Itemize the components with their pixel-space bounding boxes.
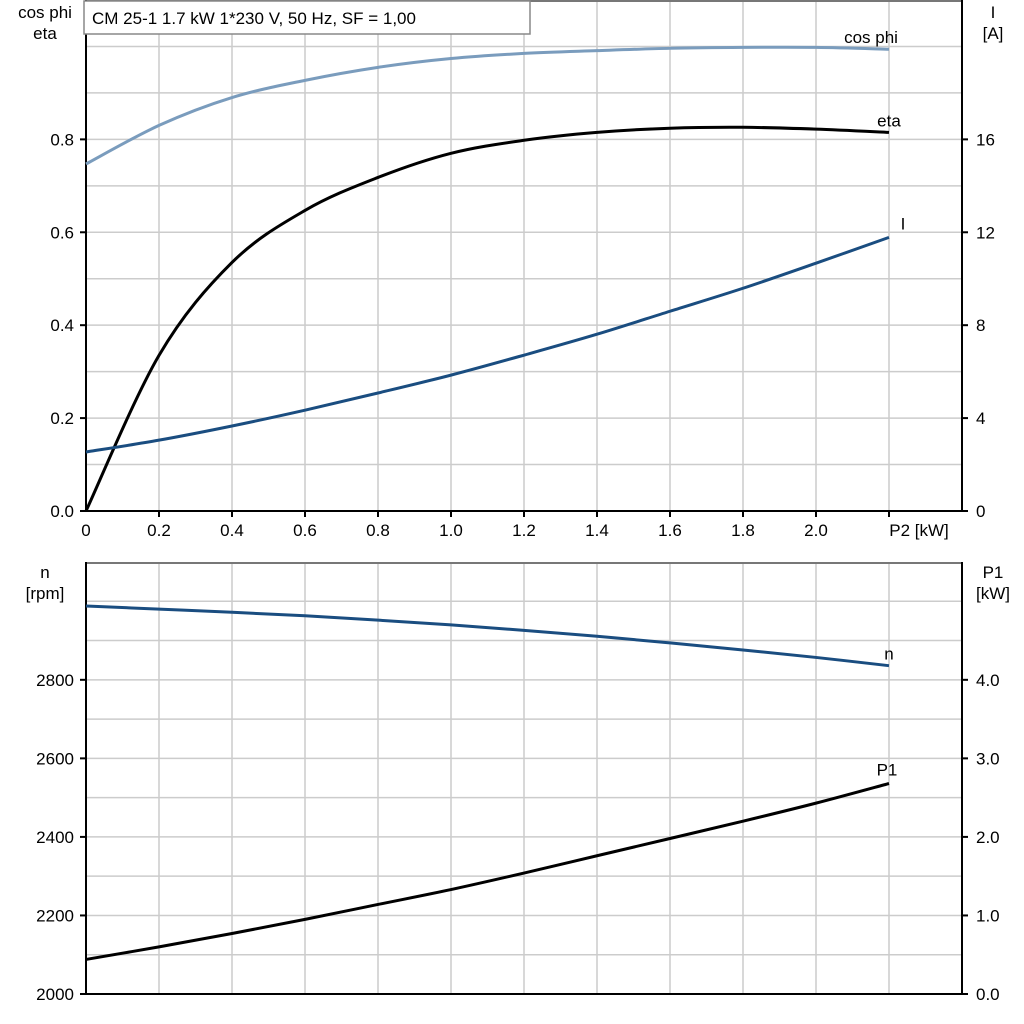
y-tick-label-left: 2600 [36, 749, 74, 768]
x-tick-label: 1.6 [658, 521, 682, 540]
y-tick-label-left: 0.2 [50, 409, 74, 428]
x-tick-label: 0.6 [293, 521, 317, 540]
x-tick-label: 1.8 [731, 521, 755, 540]
y-tick-label-left: 2200 [36, 906, 74, 925]
y-axis-label-left: eta [33, 24, 57, 43]
y-tick-label-right: 12 [976, 223, 995, 242]
title-box: CM 25-1 1.7 kW 1*230 V, 50 Hz, SF = 1,00 [83, 0, 531, 35]
y-tick-label-right: 3.0 [976, 749, 1000, 768]
y-tick-label-right: 4 [976, 409, 985, 428]
x-tick-label: 0 [81, 521, 90, 540]
x-tick-label: 0.4 [220, 521, 244, 540]
y-axis-label-right: [A] [983, 24, 1004, 43]
x-tick-label: 1.2 [512, 521, 536, 540]
series-line-cos-phi [85, 45, 890, 166]
y-tick-label-right: 16 [976, 130, 995, 149]
x-tick-label: 0.8 [366, 521, 390, 540]
series-line-i [85, 235, 890, 454]
x-tick-label: 2.0 [804, 521, 828, 540]
y-axis-label-right: P1 [983, 563, 1004, 582]
series-line-n [85, 604, 890, 668]
title-box-border [83, 0, 531, 35]
y-axis-label-left: n [40, 563, 49, 582]
y-tick-label-left: 2000 [36, 985, 74, 1004]
series-label-eta: eta [877, 111, 901, 130]
x-axis-label: P2 [kW] [889, 521, 949, 540]
y-tick-label-right: 8 [976, 316, 985, 335]
y-axis-label-right: [kW] [976, 584, 1010, 603]
y-axis-label-right: I [991, 3, 996, 22]
x-tick-label: 0.2 [147, 521, 171, 540]
series-label-n: n [884, 645, 893, 664]
x-tick-label: 1.0 [439, 521, 463, 540]
y-tick-label-left: 2800 [36, 671, 74, 690]
series-label-i: I [901, 214, 906, 233]
y-tick-label-right: 2.0 [976, 828, 1000, 847]
y-tick-label-right: 0.0 [976, 985, 1000, 1004]
x-tick-label: 1.4 [585, 521, 609, 540]
chart-title: CM 25-1 1.7 kW 1*230 V, 50 Hz, SF = 1,00 [92, 9, 416, 28]
y-tick-label-left: 2400 [36, 828, 74, 847]
y-axis-label-left: [rpm] [26, 584, 65, 603]
y-tick-label-right: 1.0 [976, 906, 1000, 925]
y-tick-label-right: 0 [976, 502, 985, 521]
y-axis-label-left: cos phi [18, 3, 72, 22]
y-tick-label-left: 0.6 [50, 223, 74, 242]
panel-1: 0.0 0.2 0.4 0.6 0.8 0 4 8 12 16 cos phi eta I [A] 0 0.2… [18, 0, 1003, 540]
y-tick-label-left: 0.0 [50, 502, 74, 521]
series-label-cos-phi: cos phi [844, 28, 898, 47]
y-tick-label-right: 4.0 [976, 671, 1000, 690]
series-label-p1: P1 [877, 760, 898, 779]
y-tick-label-left: 0.8 [50, 130, 74, 149]
y-tick-label-left: 0.4 [50, 316, 74, 335]
series-line-eta [84, 125, 890, 512]
series-line-p1 [85, 782, 890, 961]
panel-2: 2000 2200 2400 2600 2800 0.0 1.0 2.0 3.0 4.0 n [rpm… [26, 562, 1010, 1004]
